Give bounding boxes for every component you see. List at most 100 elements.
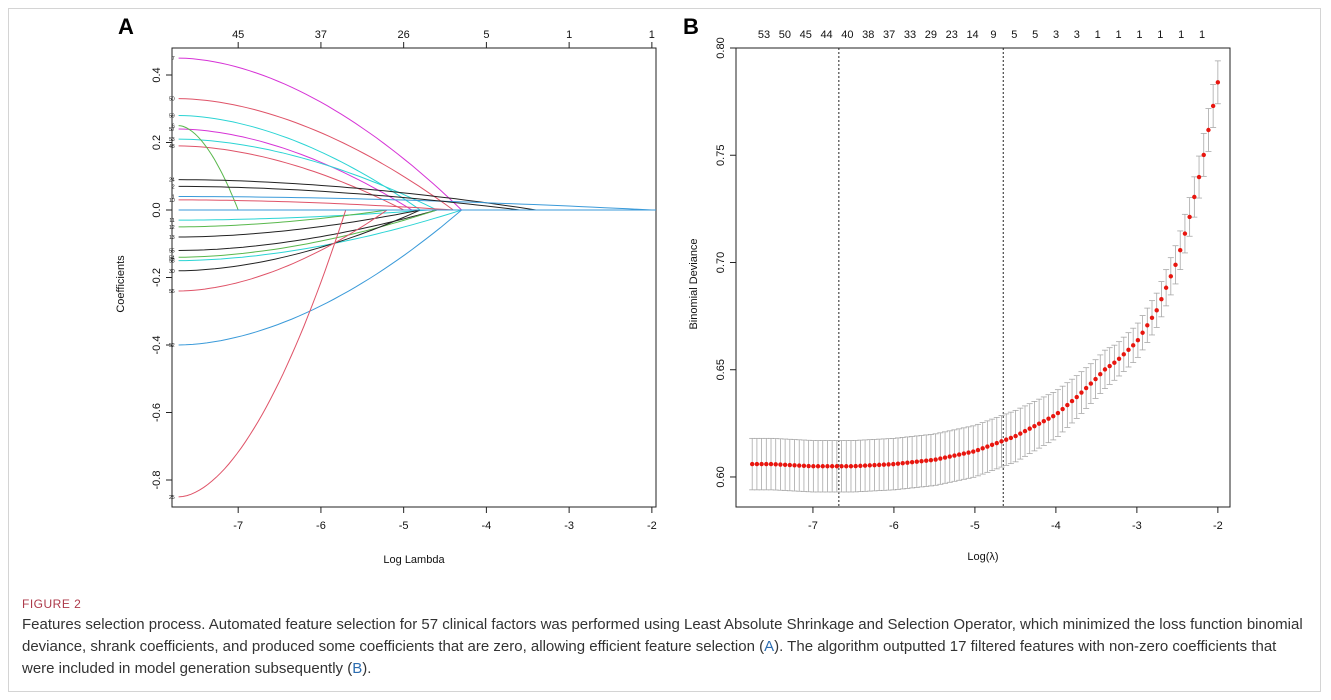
coefficient-path [178, 199, 458, 211]
coefficient-path-label: 6 [172, 124, 175, 130]
coefficient-path-label: 53 [169, 137, 175, 143]
deviance-point [900, 460, 905, 466]
deviance-point [1149, 315, 1155, 320]
deviance-point [787, 462, 793, 468]
top-tick-label: 44 [820, 29, 832, 41]
top-tick-label: 23 [946, 29, 958, 41]
top-tick-label: 5 [1011, 29, 1017, 41]
coefficient-path [178, 179, 541, 211]
deviance-point [961, 451, 967, 456]
top-tick-label: 33 [904, 29, 916, 41]
deviance-point [881, 462, 887, 467]
y-tick-label: -0.8 [151, 471, 163, 490]
deviance-point [1206, 127, 1211, 133]
deviance-point [1135, 338, 1141, 343]
deviance-point [938, 456, 943, 461]
deviance-point [1154, 308, 1159, 313]
panel-a-curves [178, 57, 656, 498]
coefficient-path [178, 145, 408, 211]
deviance-point [1069, 398, 1075, 404]
top-tick-label: 14 [966, 29, 978, 41]
coefficient-path-label: 59 [169, 114, 175, 120]
deviance-point [999, 439, 1004, 444]
deviance-point [1107, 363, 1112, 369]
deviance-point [891, 461, 896, 467]
deviance-point [909, 459, 915, 465]
deviance-point [985, 444, 990, 449]
coefficient-path-label: 2 [172, 184, 175, 190]
coefficient-path [178, 98, 458, 211]
deviance-point [966, 450, 971, 455]
deviance-point [806, 463, 811, 469]
y-tick-label: 0.75 [715, 145, 727, 166]
coefficient-path-label: 11 [169, 218, 174, 224]
deviance-point [1130, 343, 1136, 348]
top-tick-label: 37 [883, 29, 895, 41]
deviance-point [1173, 262, 1178, 268]
coefficient-path [178, 209, 392, 228]
caption-ref-a[interactable]: A [764, 638, 775, 655]
top-tick-label: 1 [649, 29, 655, 41]
deviance-point [1065, 402, 1070, 408]
x-tick-label: -6 [889, 520, 899, 532]
top-tick-label: 37 [315, 29, 327, 41]
deviance-point [914, 459, 920, 464]
deviance-point [872, 462, 877, 468]
caption-prefix: Features selection process. Automated fe… [22, 616, 1303, 655]
coefficient-path [178, 209, 466, 262]
coefficient-path [178, 209, 425, 272]
deviance-point [1003, 437, 1009, 442]
deviance-point [1159, 297, 1164, 302]
top-tick-label: 1 [1199, 29, 1205, 41]
coefficient-path-label: 12 [169, 225, 175, 231]
y-tick-label: -0.4 [151, 336, 163, 355]
deviance-point [1192, 194, 1197, 200]
deviance-point [1201, 152, 1206, 158]
deviance-point [820, 464, 825, 469]
deviance-point [1074, 394, 1079, 400]
coefficient-path-label: 30 [169, 269, 175, 275]
x-tick-label: -5 [399, 520, 409, 532]
deviance-point [1215, 80, 1221, 85]
deviance-point [1145, 323, 1150, 328]
panel-b-y-label: Binomial Deviance [688, 238, 700, 329]
deviance-point [858, 463, 863, 469]
deviance-point [759, 461, 764, 467]
top-tick-label: 50 [779, 29, 791, 41]
deviance-point [924, 458, 929, 463]
deviance-point [825, 464, 830, 469]
deviance-point [1083, 385, 1089, 391]
panel-a-frame [171, 47, 657, 508]
deviance-point [801, 463, 807, 468]
coefficient-path-label: 57 [169, 127, 175, 133]
deviance-point [848, 464, 854, 469]
deviance-point [994, 440, 999, 446]
x-tick-label: -6 [316, 520, 326, 532]
y-tick-label: 0.65 [715, 359, 727, 380]
deviance-point [876, 462, 882, 468]
x-tick-label: -3 [564, 520, 574, 532]
x-tick-label: -3 [1132, 520, 1142, 532]
top-tick-label: 1 [1178, 29, 1184, 41]
coefficient-path-label: 50 [169, 97, 175, 103]
figure-label: FIGURE 2 [22, 597, 82, 611]
deviance-point [1018, 431, 1023, 436]
coefficient-path [178, 185, 524, 211]
deviance-point [768, 461, 774, 467]
deviance-point [1046, 416, 1051, 421]
deviance-point [1051, 413, 1056, 419]
caption-ref-b[interactable]: B [352, 660, 363, 677]
deviance-point [1196, 174, 1202, 180]
deviance-point [1112, 360, 1117, 365]
deviance-point [1093, 376, 1098, 382]
deviance-point [975, 447, 981, 453]
panel-a: A 75059575348624121011121355545830565225… [115, 14, 657, 566]
deviance-point [1027, 426, 1032, 431]
y-tick-label: 0.80 [715, 37, 727, 58]
coefficient-path [178, 209, 441, 258]
top-tick-label: 9 [990, 29, 996, 41]
deviance-point [952, 453, 957, 458]
top-tick-label: 5 [1032, 29, 1038, 41]
panel-b: B -7 -6 -5 -4 -3 -2 0.600.650.700.750.80 53 50… [683, 14, 1231, 563]
